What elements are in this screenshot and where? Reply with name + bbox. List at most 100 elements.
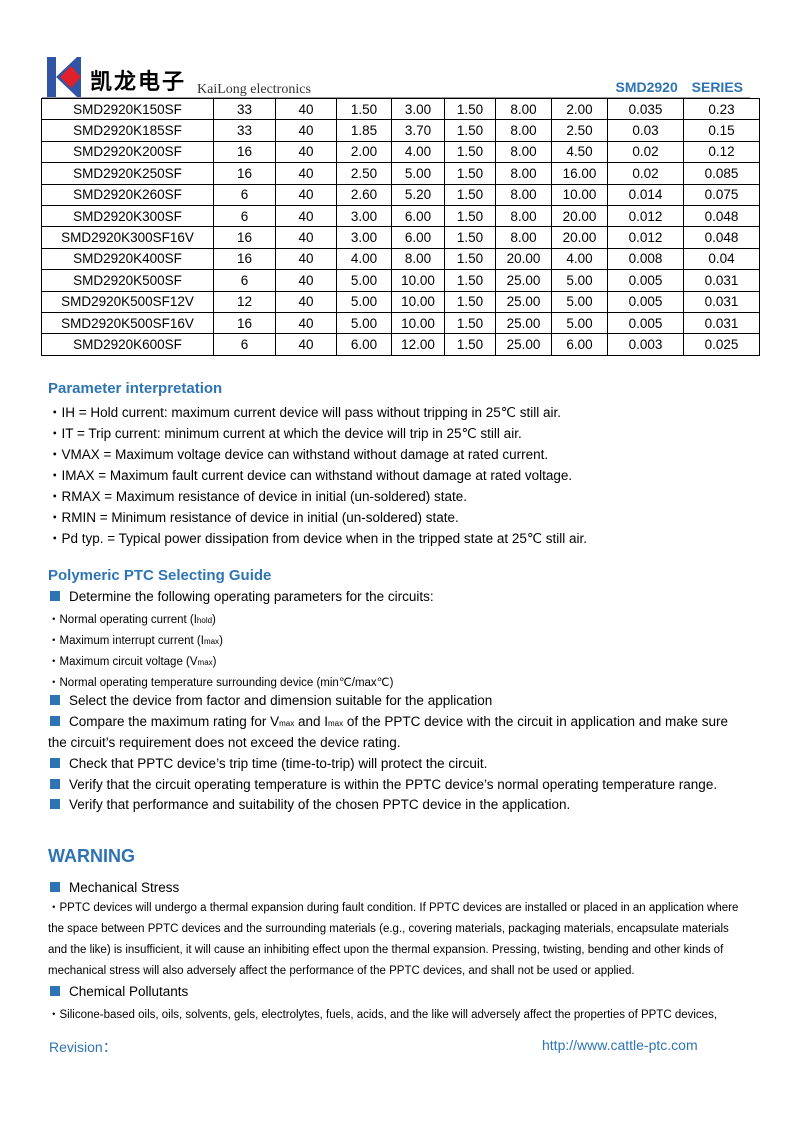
table-cell: 5.20 [391, 183, 445, 206]
website-link[interactable]: http://www.cattle-ptc.com [542, 1037, 698, 1053]
table-cell: 16 [213, 162, 276, 185]
table-cell: SMD2920K250SF [41, 162, 214, 185]
mech-title: Mechanical Stress [50, 880, 179, 895]
table-cell: 3.70 [391, 119, 445, 142]
table-cell: 1.50 [444, 97, 496, 121]
spec-table: SMD2920K150SF 33 40 1.50 3.00 1.50 8.00 2.00 0.0… [41, 97, 760, 356]
table-cell: 6.00 [391, 204, 445, 228]
table-cell: SMD2920K500SF12V [41, 290, 214, 313]
guide-step-6: Verify that performance and suitability … [50, 797, 570, 812]
table-cell: 40 [275, 119, 337, 142]
table-cell: SMD2920K600SF [41, 333, 214, 356]
params-title: Parameter interpretation [48, 380, 223, 397]
param-item: ・IMAX = Maximum fault current device can… [48, 468, 573, 483]
table-row: SMD2920K400SF 16 40 4.00 8.00 1.50 20.00 4.00 0.… [41, 247, 760, 271]
table-cell: 1.50 [444, 269, 496, 292]
table-cell: 40 [275, 204, 337, 228]
table-cell: 20.00 [551, 226, 608, 249]
table-row: SMD2920K300SF 6 40 3.00 6.00 1.50 8.00 20.00 0.0… [41, 204, 760, 228]
table-cell: 0.014 [607, 183, 684, 206]
guide-step-5: Verify that the circuit operating temper… [50, 777, 717, 792]
table-cell: 6.00 [551, 333, 608, 356]
table-cell: 0.031 [683, 290, 760, 313]
header-divider [42, 97, 750, 98]
square-bullet-icon [50, 591, 60, 601]
table-cell: 1.50 [444, 311, 496, 335]
table-cell: SMD2920K500SF16V [41, 311, 214, 335]
company-name-en: KaiLong electronics [197, 82, 311, 97]
square-bullet-icon [50, 716, 60, 726]
table-cell: 0.085 [683, 162, 760, 185]
table-cell: 2.00 [336, 140, 392, 164]
table-cell: SMD2920K150SF [41, 97, 214, 121]
table-cell: 12 [213, 290, 276, 313]
param-item: ・RMIN = Minimum resistance of device in … [48, 510, 459, 525]
table-cell: 40 [275, 290, 337, 313]
revision: Revision： [49, 1039, 117, 1055]
table-cell: 5.00 [336, 290, 392, 313]
table-cell: SMD2920K500SF [41, 269, 214, 292]
table-cell: SMD2920K300SF16V [41, 226, 214, 249]
table-cell: 25.00 [495, 311, 552, 335]
guide-step-2: Select the device from factor and dimens… [50, 693, 492, 708]
table-cell: 0.005 [607, 290, 684, 313]
chem-title: Chemical Pollutants [50, 984, 188, 999]
table-cell: 3.00 [336, 226, 392, 249]
table-cell: 4.50 [551, 140, 608, 164]
table-cell: 8.00 [495, 97, 552, 121]
table-cell: 16 [213, 247, 276, 271]
table-cell: 0.012 [607, 226, 684, 249]
table-cell: 6.00 [336, 333, 392, 356]
table-cell: 16.00 [551, 162, 608, 185]
table-cell: 40 [275, 140, 337, 164]
table-cell: 25.00 [495, 269, 552, 292]
table-cell: 10.00 [391, 311, 445, 335]
table-cell: 0.005 [607, 311, 684, 335]
table-cell: SMD2920K400SF [41, 247, 214, 271]
table-cell: 1.50 [444, 247, 496, 271]
table-cell: 1.50 [336, 97, 392, 121]
table-cell: 2.00 [551, 97, 608, 121]
table-cell: SMD2920K260SF [41, 183, 214, 206]
table-cell: 16 [213, 226, 276, 249]
table-cell: 0.008 [607, 247, 684, 271]
table-cell: 1.50 [444, 183, 496, 206]
table-cell: 16 [213, 140, 276, 164]
table-row: SMD2920K150SF 33 40 1.50 3.00 1.50 8.00 2.00 0.0… [41, 97, 760, 121]
table-cell: 1.50 [444, 162, 496, 185]
table-cell: 8.00 [391, 247, 445, 271]
square-bullet-icon [50, 779, 60, 789]
table-cell: 0.031 [683, 269, 760, 292]
table-cell: 0.035 [607, 97, 684, 121]
warning-title: WARNING [48, 846, 135, 866]
table-cell: 1.50 [444, 290, 496, 313]
table-cell: 0.075 [683, 183, 760, 206]
table-cell: 8.00 [495, 204, 552, 228]
table-cell: 0.04 [683, 247, 760, 271]
table-cell: 8.00 [495, 119, 552, 142]
table-cell: 6.00 [391, 226, 445, 249]
table-cell: 8.00 [495, 226, 552, 249]
table-cell: 1.85 [336, 119, 392, 142]
table-row: SMD2920K200SF 16 40 2.00 4.00 1.50 8.00 4.50 0.0… [41, 140, 760, 164]
guide-parameter: ・Maximum interrupt current (Imax) [48, 635, 223, 647]
table-cell: 0.048 [683, 226, 760, 249]
table-cell: 3.00 [336, 204, 392, 228]
table-cell: 0.23 [683, 97, 760, 121]
table-cell: 0.15 [683, 119, 760, 142]
guide-step-4: Check that PPTC device’s trip time (time… [50, 756, 487, 771]
table-cell: 40 [275, 226, 337, 249]
table-cell: 10.00 [391, 269, 445, 292]
table-cell: 10.00 [391, 290, 445, 313]
param-item: ・IT = Trip current: minimum current at w… [48, 426, 522, 441]
table-cell: 40 [275, 269, 337, 292]
table-cell: 1.50 [444, 204, 496, 228]
guide-step-1: Determine the following operating parame… [50, 589, 434, 604]
table-cell: 0.12 [683, 140, 760, 164]
table-row: SMD2920K500SF 6 40 5.00 10.00 1.50 25.00 5.00 0.… [41, 269, 760, 292]
table-cell: 2.50 [551, 119, 608, 142]
table-cell: 4.00 [336, 247, 392, 271]
table-cell: 12.00 [391, 333, 445, 356]
table-cell: 0.005 [607, 269, 684, 292]
